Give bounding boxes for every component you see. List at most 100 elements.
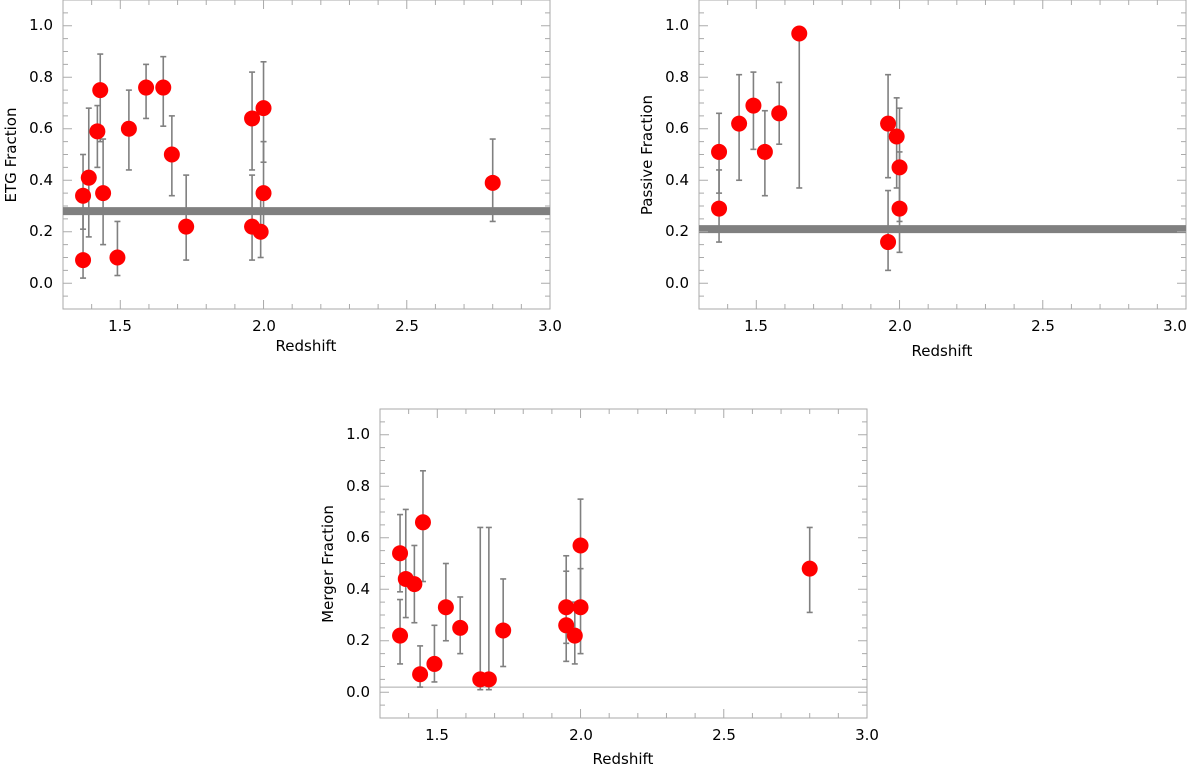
- y-tick-label: 0.6: [29, 119, 53, 137]
- y-tick-label: 0.8: [665, 68, 689, 86]
- data-point: [756, 143, 773, 160]
- data-point: [891, 200, 908, 217]
- x-axis-title: Redshift: [593, 750, 654, 768]
- y-tick-label: 0.8: [346, 477, 370, 495]
- y-tick-labels: 0.0 0.2 0.4 0.6 0.8 1.0: [346, 425, 370, 701]
- data-point: [412, 666, 429, 683]
- ticks-group: [698, 0, 1187, 310]
- data-point: [120, 120, 137, 137]
- y-tick-label: 1.0: [665, 16, 689, 34]
- data-point: [731, 115, 748, 132]
- points-group: [711, 25, 908, 251]
- y-tick-label: 0.6: [665, 119, 689, 137]
- y-tick-label: 1.0: [29, 16, 53, 34]
- y-tick-label: 0.6: [346, 528, 370, 546]
- data-point: [572, 537, 589, 554]
- data-point: [252, 223, 269, 240]
- y-tick-label: 0.4: [665, 171, 689, 189]
- x-tick-label: 3.0: [1163, 317, 1187, 335]
- data-point: [484, 174, 501, 191]
- y-axis-title: ETG Fraction: [2, 108, 20, 203]
- x-tick-labels: 1.5 2.0 2.5 3.0: [744, 317, 1187, 335]
- x-tick-label: 1.5: [425, 726, 449, 744]
- data-point: [95, 185, 112, 202]
- y-tick-label: 0.4: [29, 171, 53, 189]
- data-point: [392, 627, 409, 644]
- data-point: [155, 79, 172, 96]
- x-tick-label: 2.5: [1031, 317, 1055, 335]
- x-tick-labels: 1.5 2.0 2.5 3.0: [108, 317, 562, 335]
- x-tick-label: 2.0: [569, 726, 593, 744]
- data-point: [558, 599, 575, 616]
- x-axis-title: Redshift: [276, 337, 337, 355]
- y-axis-title: Passive Fraction: [638, 95, 656, 215]
- x-tick-label: 2.0: [888, 317, 912, 335]
- data-point: [89, 123, 106, 140]
- data-point: [414, 514, 431, 531]
- y-tick-labels: 0.0 0.2 0.4 0.6 0.8 1.0: [665, 16, 689, 292]
- plot-area-etg: [62, 0, 551, 310]
- x-tick-labels: 1.5 2.0 2.5 3.0: [425, 726, 879, 744]
- data-point: [495, 622, 512, 639]
- errorbar-group: [397, 469, 813, 691]
- ticks-group: [379, 408, 868, 719]
- data-point: [138, 79, 155, 96]
- data-point: [80, 169, 97, 186]
- y-axis-title: Merger Fraction: [319, 505, 337, 623]
- data-point: [163, 146, 180, 163]
- y-tick-label: 0.0: [29, 274, 53, 292]
- data-point: [178, 218, 195, 235]
- x-axis-title: Redshift: [912, 342, 973, 360]
- y-tick-label: 0.8: [29, 68, 53, 86]
- y-tick-label: 0.2: [346, 631, 370, 649]
- data-point: [771, 105, 788, 122]
- points-group: [75, 79, 501, 269]
- panel-etg: 0.0 0.2 0.4 0.6 0.8 1.0 1.5 2.0 2.5 3.0 …: [2, 0, 562, 355]
- data-point: [880, 115, 897, 132]
- y-tick-label: 0.0: [665, 274, 689, 292]
- y-tick-label: 0.0: [346, 683, 370, 701]
- data-point: [255, 100, 272, 117]
- x-tick-label: 1.5: [108, 317, 132, 335]
- data-point: [745, 97, 762, 114]
- x-tick-label: 3.0: [855, 726, 879, 744]
- data-point: [392, 545, 409, 562]
- panel-merger: 0.0 0.2 0.4 0.6 0.8 1.0 1.5 2.0 2.5 3.0 …: [319, 408, 879, 768]
- y-tick-label: 0.4: [346, 580, 370, 598]
- y-tick-label: 0.2: [29, 222, 53, 240]
- y-tick-label: 0.2: [665, 222, 689, 240]
- data-point: [452, 619, 469, 636]
- data-point: [109, 249, 126, 266]
- x-tick-label: 2.5: [712, 726, 736, 744]
- data-point: [711, 200, 728, 217]
- data-point: [801, 560, 818, 577]
- data-point: [437, 599, 454, 616]
- data-point: [75, 187, 92, 204]
- data-point: [880, 234, 897, 251]
- y-tick-label: 1.0: [346, 425, 370, 443]
- x-tick-label: 2.5: [395, 317, 419, 335]
- errorbar-group: [716, 32, 903, 272]
- data-point: [891, 159, 908, 176]
- data-point: [711, 143, 728, 160]
- data-point: [791, 25, 808, 42]
- x-tick-label: 2.0: [252, 317, 276, 335]
- plot-area-merger: [379, 408, 868, 719]
- x-tick-label: 1.5: [744, 317, 768, 335]
- data-point: [406, 576, 423, 593]
- ticks-group: [62, 0, 551, 310]
- data-point: [572, 599, 589, 616]
- data-point: [244, 110, 261, 127]
- data-point: [888, 128, 905, 145]
- data-point: [480, 671, 497, 688]
- data-point: [75, 252, 92, 269]
- data-point: [255, 185, 272, 202]
- x-tick-label: 3.0: [538, 317, 562, 335]
- data-point: [426, 655, 443, 672]
- y-tick-labels: 0.0 0.2 0.4 0.6 0.8 1.0: [29, 16, 53, 292]
- data-point: [566, 627, 583, 644]
- points-group: [392, 514, 818, 688]
- data-point: [92, 82, 109, 99]
- panel-passive: 0.0 0.2 0.4 0.6 0.8 1.0 1.5 2.0 2.5 3.0 …: [638, 0, 1187, 360]
